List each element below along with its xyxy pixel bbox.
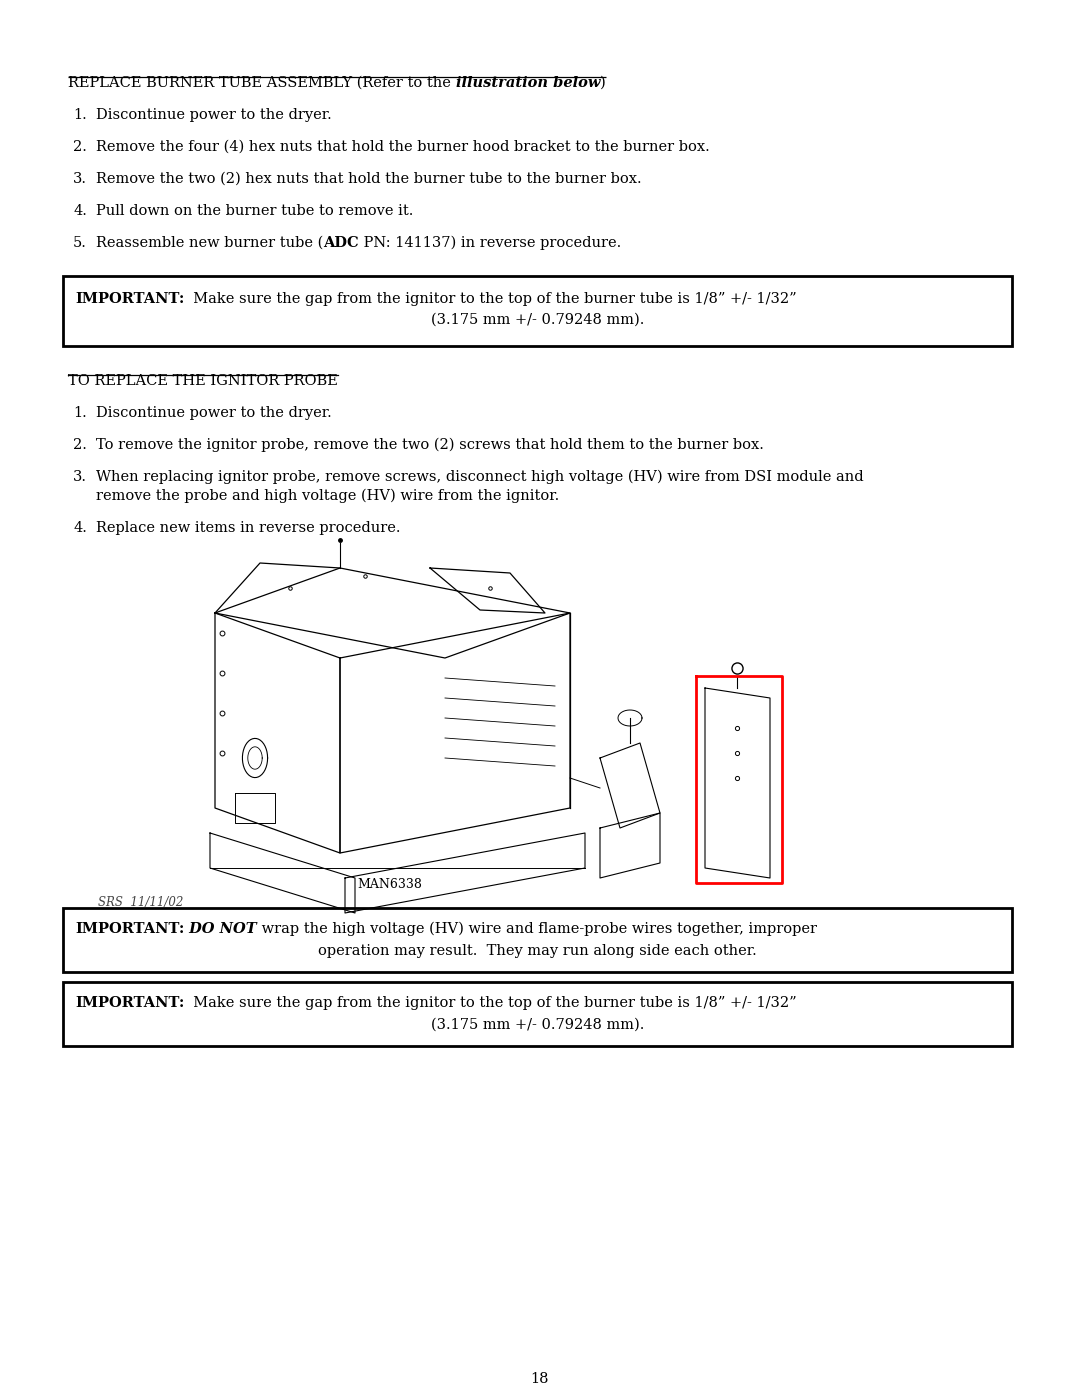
Text: ADC: ADC xyxy=(323,236,359,250)
Text: remove the probe and high voltage (HV) wire from the ignitor.: remove the probe and high voltage (HV) w… xyxy=(96,489,559,503)
Text: 1.: 1. xyxy=(73,407,86,420)
Text: operation may result.  They may run along side each other.: operation may result. They may run along… xyxy=(319,944,757,958)
Text: 4.: 4. xyxy=(73,521,86,535)
Text: Discontinue power to the dryer.: Discontinue power to the dryer. xyxy=(96,407,332,420)
Text: 2.: 2. xyxy=(73,439,86,453)
Text: 3.: 3. xyxy=(73,469,87,483)
Text: (3.175 mm +/- 0.79248 mm).: (3.175 mm +/- 0.79248 mm). xyxy=(431,1018,644,1032)
Text: To remove the ignitor probe, remove the two (2) screws that hold them to the bur: To remove the ignitor probe, remove the … xyxy=(96,439,764,453)
Text: IMPORTANT:: IMPORTANT: xyxy=(75,292,185,306)
Text: Remove the two (2) hex nuts that hold the burner tube to the burner box.: Remove the two (2) hex nuts that hold th… xyxy=(96,172,642,186)
Text: 1.: 1. xyxy=(73,108,86,122)
Text: 3.: 3. xyxy=(73,172,87,186)
Text: When replacing ignitor probe, remove screws, disconnect high voltage (HV) wire f: When replacing ignitor probe, remove scr… xyxy=(96,469,864,485)
Text: Pull down on the burner tube to remove it.: Pull down on the burner tube to remove i… xyxy=(96,204,414,218)
Text: illustration below: illustration below xyxy=(456,75,600,89)
FancyBboxPatch shape xyxy=(63,908,1012,972)
Text: 4.: 4. xyxy=(73,204,86,218)
Text: Replace new items in reverse procedure.: Replace new items in reverse procedure. xyxy=(96,521,401,535)
Text: PN: 141137) in reverse procedure.: PN: 141137) in reverse procedure. xyxy=(359,236,621,250)
Text: MAN6338: MAN6338 xyxy=(357,877,422,891)
Text: Make sure the gap from the ignitor to the top of the burner tube is 1/8” +/- 1/3: Make sure the gap from the ignitor to th… xyxy=(185,996,797,1010)
Text: TO REPLACE THE IGNITOR PROBE: TO REPLACE THE IGNITOR PROBE xyxy=(68,374,338,388)
Text: IMPORTANT:: IMPORTANT: xyxy=(75,996,185,1010)
Text: ): ) xyxy=(600,75,606,89)
Text: Discontinue power to the dryer.: Discontinue power to the dryer. xyxy=(96,108,332,122)
Text: IMPORTANT:: IMPORTANT: xyxy=(75,922,185,936)
Text: 18: 18 xyxy=(530,1372,550,1386)
FancyBboxPatch shape xyxy=(63,277,1012,346)
Text: Reassemble new burner tube (: Reassemble new burner tube ( xyxy=(96,236,323,250)
FancyBboxPatch shape xyxy=(63,982,1012,1046)
Text: Make sure the gap from the ignitor to the top of the burner tube is 1/8” +/- 1/3: Make sure the gap from the ignitor to th… xyxy=(185,292,797,306)
Text: (3.175 mm +/- 0.79248 mm).: (3.175 mm +/- 0.79248 mm). xyxy=(431,313,644,327)
Text: SRS  11/11/02: SRS 11/11/02 xyxy=(98,895,184,909)
Text: Remove the four (4) hex nuts that hold the burner hood bracket to the burner box: Remove the four (4) hex nuts that hold t… xyxy=(96,140,710,154)
Text: 2.: 2. xyxy=(73,140,86,154)
Text: REPLACE BURNER TUBE ASSEMBLY (Refer to the: REPLACE BURNER TUBE ASSEMBLY (Refer to t… xyxy=(68,75,456,89)
Text: 5.: 5. xyxy=(73,236,86,250)
Text: DO NOT: DO NOT xyxy=(185,922,257,936)
Text: wrap the high voltage (HV) wire and flame-probe wires together, improper: wrap the high voltage (HV) wire and flam… xyxy=(257,922,816,936)
